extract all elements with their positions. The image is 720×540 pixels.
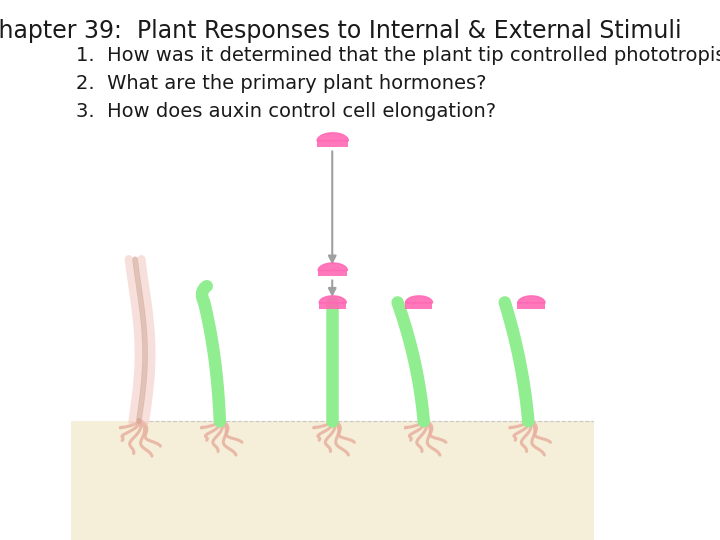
FancyBboxPatch shape — [318, 270, 347, 276]
FancyBboxPatch shape — [319, 302, 346, 309]
FancyBboxPatch shape — [405, 302, 432, 309]
FancyBboxPatch shape — [317, 140, 348, 147]
FancyBboxPatch shape — [71, 421, 594, 540]
Text: Chapter 39:  Plant Responses to Internal & External Stimuli: Chapter 39: Plant Responses to Internal … — [0, 19, 682, 43]
Text: 1.  How was it determined that the plant tip controlled phototropism?: 1. How was it determined that the plant … — [76, 46, 720, 65]
Text: 3.  How does auxin control cell elongation?: 3. How does auxin control cell elongatio… — [76, 102, 496, 121]
Text: 2.  What are the primary plant hormones?: 2. What are the primary plant hormones? — [76, 74, 487, 93]
FancyBboxPatch shape — [518, 302, 544, 309]
